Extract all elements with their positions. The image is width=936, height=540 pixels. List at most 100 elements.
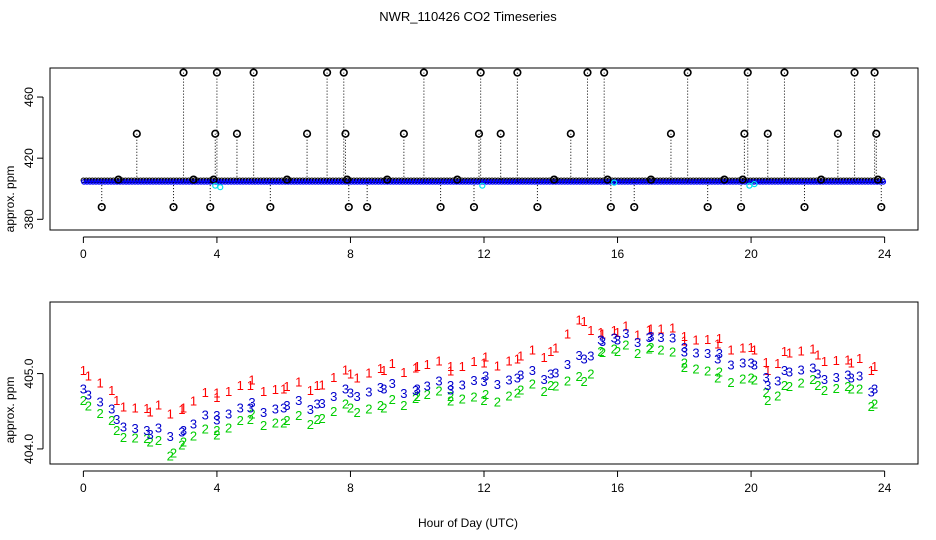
series-3-point: 3 bbox=[377, 380, 384, 395]
series-2-point: 2 bbox=[480, 393, 487, 408]
series-3-point: 3 bbox=[871, 382, 878, 397]
series-3-point: 3 bbox=[647, 329, 654, 344]
series-1-point: 1 bbox=[540, 350, 547, 365]
series-1-point: 1 bbox=[611, 323, 618, 338]
series-3-point: 3 bbox=[848, 370, 855, 385]
series-1-point: 1 bbox=[318, 377, 325, 392]
series-2-point: 2 bbox=[514, 385, 521, 400]
series-2-point: 2 bbox=[237, 413, 244, 428]
series-1-point: 1 bbox=[494, 358, 501, 373]
series-1-point: 1 bbox=[529, 342, 536, 357]
series-3-point: 3 bbox=[868, 385, 875, 400]
series-3-point: 3 bbox=[342, 381, 349, 396]
series-3-point: 3 bbox=[213, 413, 220, 428]
series-3-point: 3 bbox=[751, 358, 758, 373]
series-2-point: 2 bbox=[96, 406, 103, 421]
series-1-point: 1 bbox=[260, 384, 267, 399]
series-2-point: 2 bbox=[120, 430, 127, 445]
series-3-point: 3 bbox=[622, 326, 629, 341]
series-3-point: 3 bbox=[380, 382, 387, 397]
series-3-point: 3 bbox=[704, 346, 711, 361]
series-2-point: 2 bbox=[307, 417, 314, 432]
series-3-point: 3 bbox=[547, 367, 554, 382]
series-1-point: 1 bbox=[517, 348, 524, 363]
series-1-point: 1 bbox=[272, 382, 279, 397]
series-3-point: 3 bbox=[614, 333, 621, 348]
series-3-point: 3 bbox=[313, 397, 320, 412]
series-3-point: 3 bbox=[657, 330, 664, 345]
series-1-point: 1 bbox=[647, 321, 654, 336]
series-3-point: 3 bbox=[247, 400, 254, 415]
series-1-point: 1 bbox=[614, 325, 621, 340]
series-3-point: 3 bbox=[143, 423, 150, 438]
series-3-point: 3 bbox=[435, 374, 442, 389]
series-3-point: 3 bbox=[646, 330, 653, 345]
series-2-point: 2 bbox=[143, 431, 150, 446]
series-1-point: 1 bbox=[848, 355, 855, 370]
spike-point bbox=[533, 202, 542, 212]
spike-point bbox=[666, 129, 676, 138]
y-tick-label: 405.0 bbox=[22, 358, 36, 388]
series-2-point: 2 bbox=[280, 416, 287, 431]
series-1-point: 1 bbox=[470, 354, 477, 369]
chart-title: NWR_110426 CO2 Timeseries bbox=[379, 9, 557, 24]
series-1-point: 1 bbox=[786, 346, 793, 361]
series-3-point: 3 bbox=[505, 372, 512, 387]
series-2-point: 2 bbox=[377, 398, 384, 413]
series-1-point: 1 bbox=[155, 398, 162, 413]
series-2-point: 2 bbox=[248, 406, 255, 421]
series-3-point: 3 bbox=[167, 429, 174, 444]
spike-point bbox=[249, 68, 258, 77]
series-2-point: 2 bbox=[848, 382, 855, 397]
series-2-point: 2 bbox=[798, 376, 805, 391]
spike-point bbox=[469, 202, 479, 212]
y-tick-label: 420 bbox=[22, 148, 36, 168]
x-tick-label: 12 bbox=[477, 481, 491, 495]
series-1-point: 1 bbox=[80, 363, 87, 378]
spike-point bbox=[189, 175, 198, 184]
series-2-point: 2 bbox=[786, 379, 793, 394]
series-1-point: 1 bbox=[167, 407, 174, 422]
series-2-point: 2 bbox=[614, 344, 621, 359]
series-3-point: 3 bbox=[540, 372, 547, 387]
series-2-point: 2 bbox=[764, 393, 771, 408]
series-1-point: 1 bbox=[634, 327, 641, 342]
series-3-point: 3 bbox=[494, 377, 501, 392]
series-2-point: 2 bbox=[80, 393, 87, 408]
spike-point bbox=[740, 129, 749, 138]
series-1-point: 1 bbox=[514, 352, 521, 367]
series-2-point: 2 bbox=[809, 372, 816, 387]
top-panel: approx. ppm 0 4 8 12 16 20 24 380 420 460 bbox=[3, 67, 919, 261]
spike-point bbox=[870, 68, 879, 77]
series-2-point: 2 bbox=[247, 412, 254, 427]
spike-point bbox=[209, 175, 218, 184]
series-2-point: 2 bbox=[751, 373, 758, 388]
series-2-point: 2 bbox=[260, 418, 267, 433]
series-1-point: 1 bbox=[447, 359, 454, 374]
series-2-point: 2 bbox=[704, 364, 711, 379]
series-2-point: 2 bbox=[213, 423, 220, 438]
series-3-point: 3 bbox=[354, 389, 361, 404]
cyan-point bbox=[479, 182, 486, 189]
series-2-point: 2 bbox=[622, 337, 629, 352]
series-3-point: 3 bbox=[727, 358, 734, 373]
series-3-point: 3 bbox=[833, 370, 840, 385]
series-2-point: 2 bbox=[517, 382, 524, 397]
series-2-point: 2 bbox=[871, 397, 878, 412]
series-2-point: 2 bbox=[108, 413, 115, 428]
series-2-point: 2 bbox=[170, 446, 177, 461]
series-2-point: 2 bbox=[505, 388, 512, 403]
series-3-point: 3 bbox=[739, 355, 746, 370]
spike-point bbox=[302, 129, 312, 138]
series-1-point: 1 bbox=[646, 323, 653, 338]
series-1-point: 1 bbox=[213, 390, 220, 405]
top-plot-frame bbox=[49, 67, 919, 231]
series-1-point: 1 bbox=[599, 326, 606, 341]
series-3-point: 3 bbox=[190, 416, 197, 431]
spike-point bbox=[583, 68, 592, 77]
series-2-point: 2 bbox=[389, 392, 396, 407]
series-1-point: 1 bbox=[132, 400, 139, 415]
series-1-point: 1 bbox=[412, 360, 419, 375]
series-3-point: 3 bbox=[599, 334, 606, 349]
